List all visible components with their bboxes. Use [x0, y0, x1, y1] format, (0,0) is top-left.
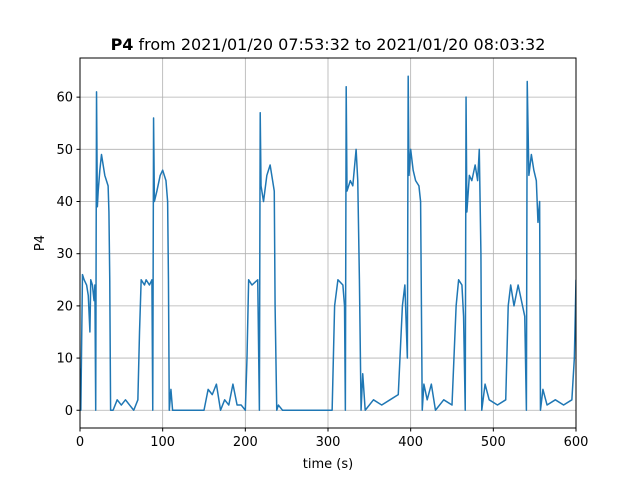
title-text: from 2021/01/20 07:53:32 to 2021/01/20 0…: [139, 35, 546, 54]
x-axis-label: time (s): [303, 457, 353, 472]
grid: [79, 58, 577, 428]
data-line: [80, 75, 576, 412]
y-tick-label: 50: [56, 143, 73, 158]
x-tick-label: 500: [481, 435, 506, 450]
x-tick-label: 600: [564, 435, 589, 450]
x-tick-label: 0: [76, 435, 84, 450]
ticks: 0 100 200 300 400 500 600 0 10 20 30 40 50 60: [56, 91, 588, 450]
title-bold: P4: [111, 35, 134, 54]
y-tick-label: 20: [56, 299, 73, 314]
plot: [80, 75, 576, 412]
y-axis-label: P4: [33, 235, 48, 251]
y-tick-label: 30: [56, 247, 73, 262]
x-tick-label: 200: [233, 435, 258, 450]
y-tick-label: 0: [65, 404, 73, 419]
y-tick-label: 40: [56, 195, 73, 210]
x-tick-label: 100: [150, 435, 175, 450]
chart-title: P4 from 2021/01/20 07:53:32 to 2021/01/2…: [111, 35, 546, 54]
y-tick-label: 60: [56, 91, 73, 106]
x-tick-label: 400: [398, 435, 423, 450]
y-tick-label: 10: [56, 352, 73, 367]
x-tick-label: 300: [316, 435, 341, 450]
